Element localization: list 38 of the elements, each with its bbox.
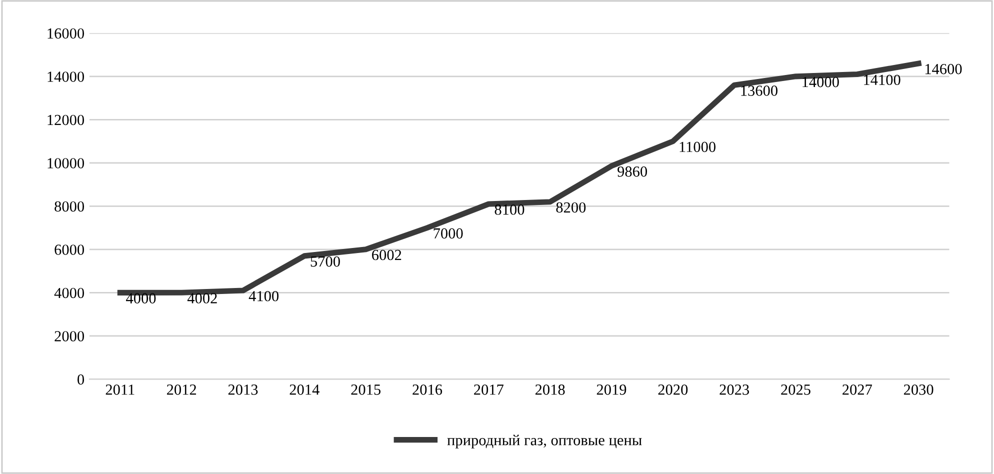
x-tick-label: 2027 xyxy=(842,384,872,395)
y-tick-label: 6000 xyxy=(54,244,84,255)
data-label: 6002 xyxy=(372,250,402,260)
y-tick-label: 10000 xyxy=(48,158,84,168)
x-tick-label: 2015 xyxy=(351,384,381,395)
legend-label: природный газ, оптовые цены xyxy=(447,434,642,448)
x-tick-label: 2014 xyxy=(290,384,320,395)
data-label: 4100 xyxy=(248,290,279,302)
x-tick-label: 2023 xyxy=(720,384,749,395)
data-label: 14000 xyxy=(802,76,839,88)
x-tick-label: 2013 xyxy=(228,384,258,395)
y-tick-label: 16000 xyxy=(48,28,84,39)
data-label: 5700 xyxy=(310,256,340,267)
data-label: 14100 xyxy=(864,74,900,86)
x-tick-label: 2020 xyxy=(658,384,688,395)
data-label: 4002 xyxy=(187,293,217,304)
x-tick-label: 2017 xyxy=(474,384,504,395)
data-label: 4000 xyxy=(126,293,156,304)
x-tick-label: 2019 xyxy=(596,384,626,395)
y-tick-label: 4000 xyxy=(54,288,84,298)
x-tick-label: 2012 xyxy=(166,384,196,395)
x-tick-label: 2011 xyxy=(106,384,134,395)
y-tick-label: 14000 xyxy=(48,72,84,82)
y-tick-label: 0 xyxy=(78,374,84,385)
y-tick-label: 8000 xyxy=(54,201,84,212)
x-tick-label: 2018 xyxy=(535,384,565,395)
data-label: 13600 xyxy=(741,86,778,96)
y-tick-label: 12000 xyxy=(48,114,84,126)
data-label: 11000 xyxy=(680,142,716,152)
y-tick-label: 2000 xyxy=(54,331,84,342)
x-tick-label: 2025 xyxy=(781,384,810,395)
data-label: 14600 xyxy=(925,64,962,74)
data-label: 8100 xyxy=(494,204,524,215)
x-tick-label: 2016 xyxy=(412,384,442,395)
x-tick-label: 2030 xyxy=(904,384,934,395)
data-label: 8200 xyxy=(556,202,586,213)
data-label: 7000 xyxy=(434,228,463,239)
data-label: 9860 xyxy=(618,166,648,177)
